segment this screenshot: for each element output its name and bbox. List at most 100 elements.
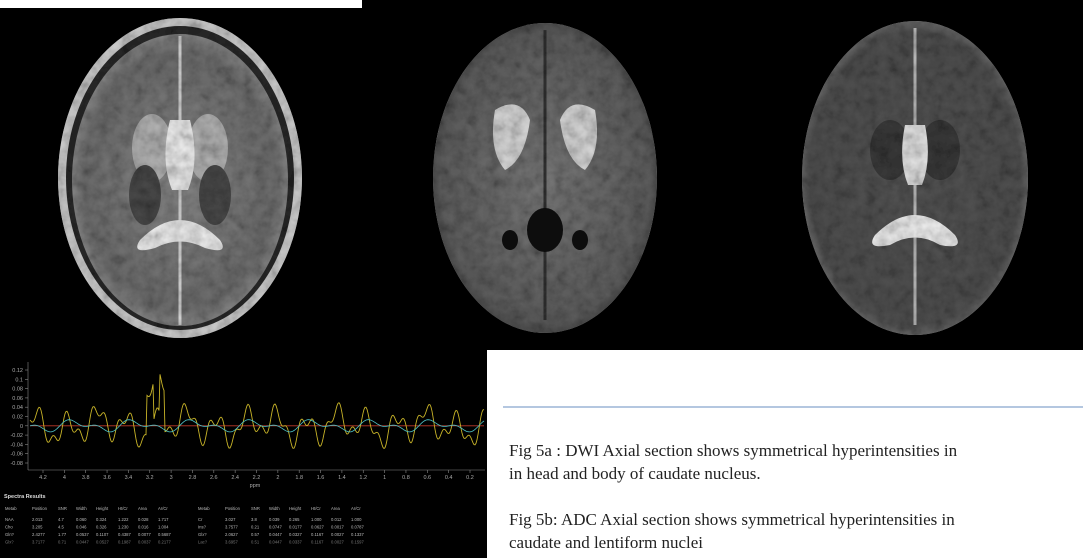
x-tick-label: 2.2 bbox=[253, 475, 261, 481]
x-tick-label: 1.4 bbox=[338, 475, 346, 481]
table-cell: 0.2177 bbox=[158, 540, 171, 545]
table-cell: 0.1107 bbox=[96, 532, 109, 537]
table-header: Metab bbox=[5, 506, 17, 511]
table-cell: 0.1337 bbox=[351, 532, 364, 537]
table-cell: 0.060 bbox=[76, 517, 87, 522]
table-cell: 3.027 bbox=[225, 517, 236, 522]
spectrum-panel bbox=[0, 346, 487, 558]
table-cell: 1.230 bbox=[118, 525, 129, 530]
x-tick-label: 1.6 bbox=[317, 475, 325, 481]
y-tick-label: 0 bbox=[20, 424, 23, 430]
table-cell: 0.1167 bbox=[311, 540, 324, 545]
y-tick-label: 0.08 bbox=[12, 387, 23, 393]
x-tick-label: 0.8 bbox=[402, 475, 410, 481]
table-cell: 0.039 bbox=[269, 517, 280, 522]
x-tick-label: 3.6 bbox=[103, 475, 111, 481]
y-tick-label: 0.06 bbox=[12, 396, 23, 402]
table-header: Ar/Cr bbox=[351, 506, 361, 511]
table-header: Ht/Cr bbox=[311, 506, 321, 511]
table-header: Width bbox=[269, 506, 280, 511]
table-cell: Ins? bbox=[198, 525, 207, 530]
x-tick-label: 1 bbox=[383, 475, 386, 481]
caption-line: Fig 5b: ADC Axial section shows symmetri… bbox=[509, 509, 955, 531]
table-cell: 0.0027 bbox=[331, 532, 344, 537]
table-cell: 0.0447 bbox=[269, 532, 282, 537]
x-tick-label: 2 bbox=[276, 475, 279, 481]
table-cell: 1.717 bbox=[158, 517, 169, 522]
table-cell: Lac? bbox=[198, 540, 208, 545]
table-cell: 3.7177 bbox=[32, 540, 45, 545]
table-cell: 0.1167 bbox=[311, 532, 324, 537]
table-header: Position bbox=[32, 506, 48, 511]
table-cell: 4.5 bbox=[58, 525, 64, 530]
results-title: Spectra Results bbox=[4, 494, 46, 500]
table-header: SNR bbox=[58, 506, 67, 511]
table-header: Ar/Cr bbox=[158, 506, 168, 511]
table-cell: 1.000 bbox=[351, 517, 362, 522]
x-tick-label: 3.4 bbox=[125, 475, 133, 481]
table-cell: Gln? bbox=[5, 532, 15, 537]
dwi-image bbox=[433, 23, 657, 333]
table-cell: 0.0337 bbox=[289, 540, 302, 545]
caption-line: in head and body of caudate nucleus. bbox=[509, 463, 761, 485]
caption-line: caudate and lentiform nuclei bbox=[509, 532, 703, 554]
table-cell: 0.51 bbox=[251, 540, 260, 545]
table-cell: 0.71 bbox=[58, 540, 67, 545]
table-cell: 4.7 bbox=[58, 517, 64, 522]
table-cell: 0.1987 bbox=[118, 540, 131, 545]
x-tick-label: 4 bbox=[63, 475, 66, 481]
t2-image bbox=[58, 18, 302, 338]
table-cell: 2.0627 bbox=[225, 532, 238, 537]
table-cell: 0.0037 bbox=[138, 540, 151, 545]
table-header: Metab bbox=[198, 506, 210, 511]
x-tick-label: 0.6 bbox=[423, 475, 431, 481]
adc-image bbox=[802, 21, 1028, 335]
table-cell: 0.0447 bbox=[76, 540, 89, 545]
table-cell: 1.77 bbox=[58, 532, 67, 537]
table-cell: Glx? bbox=[5, 540, 14, 545]
y-tick-label: 0.04 bbox=[12, 405, 23, 411]
x-tick-label: 1.8 bbox=[295, 475, 303, 481]
table-cell: NAA bbox=[5, 517, 14, 522]
table-cell: 0.0327 bbox=[289, 532, 302, 537]
table-cell: 0.016 bbox=[138, 525, 149, 530]
y-tick-label: 0.12 bbox=[12, 368, 23, 374]
table-cell: 0.1597 bbox=[351, 540, 364, 545]
table-header: SNR bbox=[251, 506, 260, 511]
x-tick-label: 4.2 bbox=[39, 475, 47, 481]
table-cell: Cr bbox=[198, 517, 203, 522]
table-cell: 0.0747 bbox=[269, 525, 282, 530]
table-cell: 0.0447 bbox=[269, 540, 282, 545]
table-cell: 0.4387 bbox=[118, 532, 131, 537]
y-tick-label: -0.08 bbox=[10, 461, 23, 467]
table-cell: 0.0787 bbox=[351, 525, 364, 530]
table-cell: 0.046 bbox=[76, 525, 87, 530]
y-tick-label: 0.1 bbox=[15, 377, 23, 383]
x-tick-label: 0.2 bbox=[466, 475, 474, 481]
table-cell: 1.000 bbox=[311, 517, 322, 522]
table-cell: 2.013 bbox=[32, 517, 43, 522]
x-tick-label: 3.2 bbox=[146, 475, 154, 481]
table-cell: 0.028 bbox=[138, 517, 149, 522]
y-tick-label: -0.02 bbox=[10, 433, 23, 439]
y-tick-label: -0.06 bbox=[10, 452, 23, 458]
table-header: Width bbox=[76, 506, 87, 511]
y-tick-label: 0.02 bbox=[12, 415, 23, 421]
table-cell: 3.205 bbox=[32, 525, 43, 530]
x-tick-label: 1.2 bbox=[359, 475, 367, 481]
table-header: Height bbox=[96, 506, 109, 511]
table-cell: 0.57 bbox=[251, 532, 260, 537]
table-cell: 1.222 bbox=[118, 517, 129, 522]
caption-line: Fig 5a : DWI Axial section shows symmetr… bbox=[509, 440, 957, 462]
table-cell: 3.8 bbox=[251, 517, 257, 522]
x-tick-label: 3.8 bbox=[82, 475, 90, 481]
table-header: Area bbox=[138, 506, 148, 511]
table-cell: 3.7577 bbox=[225, 525, 238, 530]
y-tick-label: -0.04 bbox=[10, 442, 23, 448]
table-cell: 0.0077 bbox=[138, 532, 151, 537]
x-tick-label: 2.4 bbox=[231, 475, 239, 481]
x-tick-label: 0.4 bbox=[445, 475, 453, 481]
table-header: Height bbox=[289, 506, 302, 511]
table-cell: 0.5687 bbox=[158, 532, 171, 537]
table-cell: 0.326 bbox=[96, 525, 107, 530]
